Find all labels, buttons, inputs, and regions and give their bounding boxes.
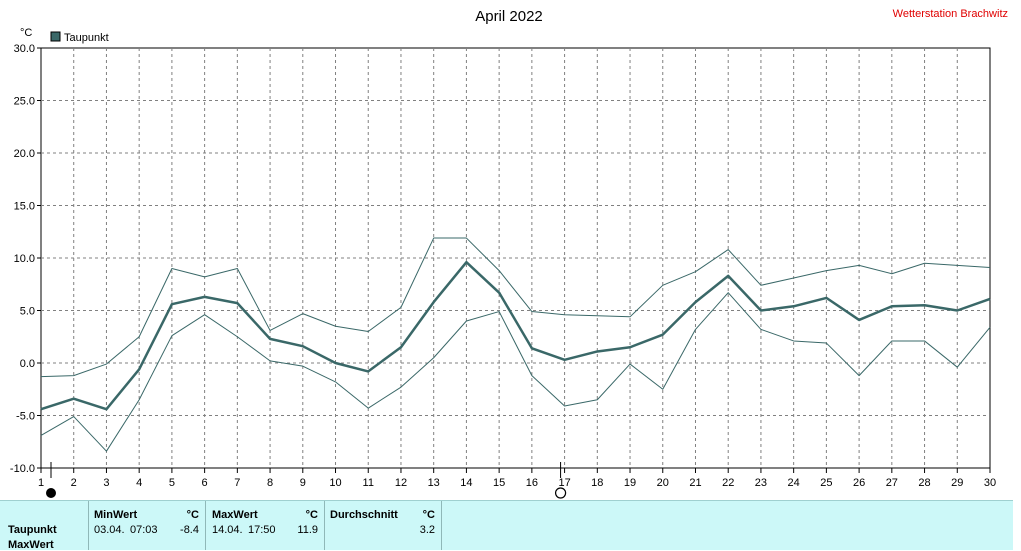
filled-day-marker (46, 488, 56, 498)
station-name: Wetterstation Brachwitz (893, 8, 1008, 20)
chart: April 2022 Wetterstation Brachwitz °C Ta… (10, 8, 1008, 499)
max-cell: MaxWert °C 14.04. 17:50 11.9 (206, 501, 325, 550)
min-unit: °C (186, 509, 199, 521)
grid (40, 47, 991, 469)
open-day-marker (554, 487, 567, 499)
day-markers (46, 462, 567, 499)
y-tick-label: 0.0 (20, 358, 35, 370)
row-label-2: MaxWert (8, 539, 54, 551)
x-tick-label: 13 (428, 477, 440, 489)
avg-value: 3.2 (419, 524, 435, 536)
x-tick-label: 21 (689, 477, 701, 489)
x-tick-label: 15 (493, 477, 505, 489)
x-tick-label: 7 (234, 477, 240, 489)
x-tick-label: 10 (329, 477, 341, 489)
y-tick-label: 25.0 (14, 96, 35, 108)
x-tick-label: 28 (918, 477, 930, 489)
y-tick-label: 10.0 (14, 253, 35, 265)
x-tick-label: 12 (395, 477, 407, 489)
x-tick-label: 25 (820, 477, 832, 489)
x-tick-label: 17 (558, 477, 570, 489)
y-tick-label: 5.0 (20, 306, 35, 318)
series (40, 237, 991, 452)
row-label: Taupunkt (8, 524, 57, 536)
x-tick-label: 30 (984, 477, 996, 489)
x-tick-label: 3 (103, 477, 109, 489)
min-cell: MinWert °C 03.04. 07:03 -8.4 (89, 501, 206, 550)
legend-swatch (50, 31, 61, 42)
y-tick-label: 30.0 (14, 43, 35, 55)
x-tick-label: 27 (886, 477, 898, 489)
x-tick-label: 24 (788, 477, 800, 489)
x-tick-label: 8 (267, 477, 273, 489)
x-axis-ticks: 1 2 3 4 5 6 7 8 9 10 11 12 13 14 15 16 17 18 19 20 21 22 23 24 2… (38, 468, 996, 489)
y-axis-ticks: -10.0 -5.0 0.0 5.0 10.0 15.0 20.0 25.0 30.0 (10, 43, 41, 475)
x-tick-label: 4 (136, 477, 142, 489)
min-header: MinWert (94, 509, 138, 521)
x-tick-label: 26 (853, 477, 865, 489)
max-time: 17:50 (248, 524, 276, 536)
x-tick-label: 2 (71, 477, 77, 489)
x-tick-label: 29 (951, 477, 963, 489)
y-tick-label: -10.0 (10, 463, 35, 475)
min-date: 03.04. (94, 524, 125, 536)
y-tick-label: 20.0 (14, 148, 35, 160)
stats-table: Taupunkt MaxWert MinWert °C 03.04. 07:03… (0, 500, 1013, 551)
x-tick-label: 18 (591, 477, 603, 489)
max-header: MaxWert (212, 509, 258, 521)
min-time: 07:03 (130, 524, 158, 536)
max-unit: °C (305, 509, 318, 521)
x-tick-label: 9 (300, 477, 306, 489)
x-tick-label: 14 (460, 477, 472, 489)
x-tick-label: 5 (169, 477, 175, 489)
series-line-min (40, 292, 991, 452)
chart-title: April 2022 (475, 8, 543, 25)
x-tick-label: 16 (526, 477, 538, 489)
row-label-cell: Taupunkt MaxWert (0, 501, 89, 551)
y-tick-label: -5.0 (16, 411, 35, 423)
avg-header: Durchschnitt (330, 509, 398, 521)
x-tick-label: 11 (363, 477, 374, 489)
x-tick-label: 22 (722, 477, 734, 489)
right-edge (1013, 0, 1021, 549)
avg-unit: °C (422, 509, 435, 521)
series-line-mean (40, 260, 991, 411)
min-value: -8.4 (180, 524, 199, 536)
avg-cell: Durchschnitt °C 3.2 (325, 501, 442, 550)
series-line-max (40, 237, 991, 378)
x-tick-label: 23 (755, 477, 767, 489)
x-tick-label: 20 (657, 477, 669, 489)
max-date: 14.04. (212, 524, 243, 536)
x-tick-label: 1 (38, 477, 44, 489)
y-unit-label: °C (20, 27, 32, 39)
y-tick-label: 15.0 (14, 201, 35, 213)
x-tick-label: 19 (624, 477, 636, 489)
legend-label: Taupunkt (64, 32, 109, 44)
max-value: 11.9 (297, 524, 318, 536)
x-tick-label: 6 (202, 477, 208, 489)
